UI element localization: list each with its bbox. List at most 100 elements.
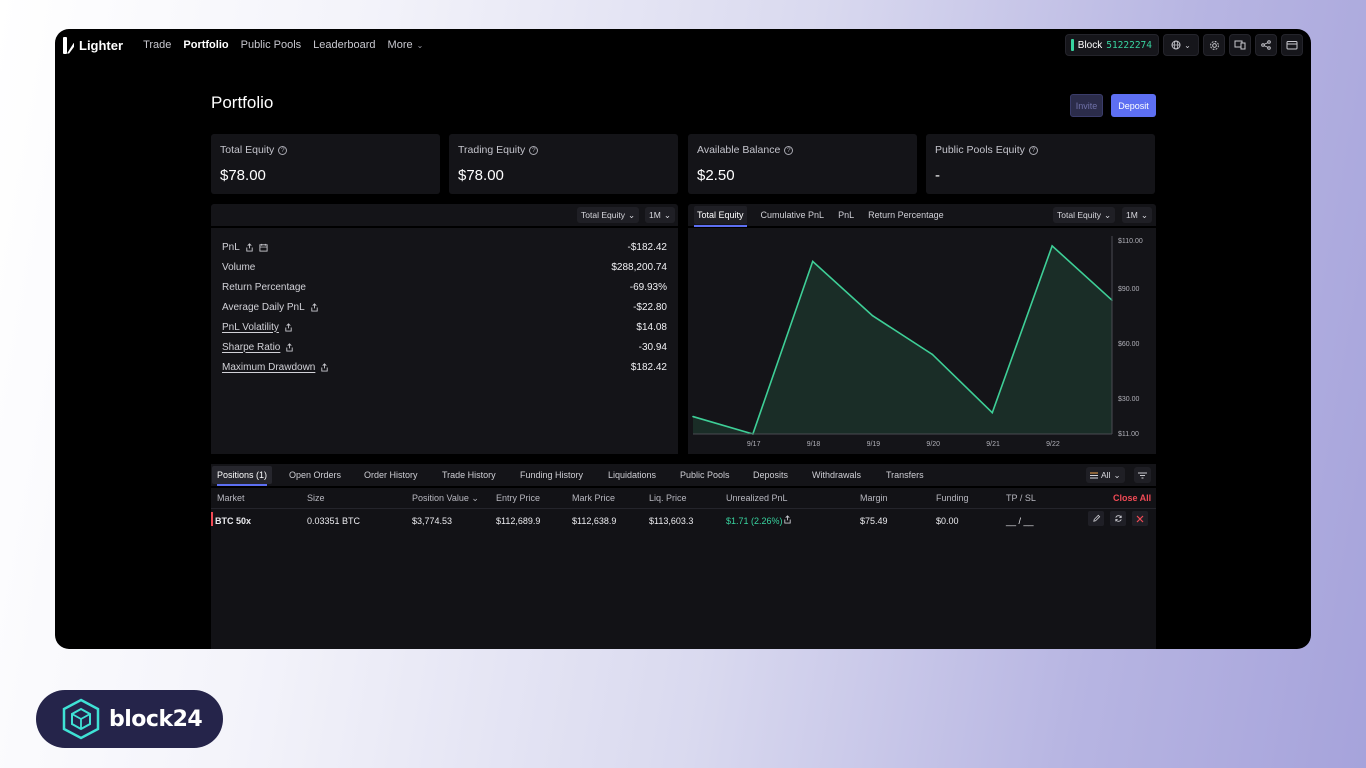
tab-positions[interactable]: Positions (1): [212, 466, 273, 486]
col-margin: Margin: [860, 493, 888, 503]
globe-icon: [1171, 40, 1181, 50]
tab-return-percentage[interactable]: Return Percentage: [868, 210, 944, 220]
help-icon[interactable]: ?: [278, 145, 288, 155]
tab-cumulative-pnl[interactable]: Cumulative PnL: [760, 210, 825, 220]
stat-label-text[interactable]: Sharpe Ratio: [222, 341, 281, 353]
stat-label-text: PnL: [222, 241, 240, 253]
help-icon[interactable]: ?: [1028, 145, 1038, 155]
y-tick-label: $60.00: [1118, 341, 1140, 348]
card-value: -: [935, 167, 940, 184]
share-icon[interactable]: [783, 515, 792, 524]
nav-links: Trade Portfolio Public Pools Leaderboard…: [143, 39, 423, 51]
card-total-equity: Total Equity? $78.00: [211, 134, 440, 194]
share-button[interactable]: [1255, 34, 1277, 56]
card-public-pools-equity: Public Pools Equity? -: [926, 134, 1155, 194]
x-tick-label: 9/20: [926, 441, 940, 448]
cell-position-value: $3,774.53: [412, 516, 453, 526]
help-icon[interactable]: ?: [529, 145, 539, 155]
cell-funding: $0.00: [936, 516, 959, 526]
stat-row-maximum-drawdown: Maximum Drawdown $182.42: [222, 360, 667, 374]
stats-panel-header: Total Equity ⌄ 1M ⌄: [211, 204, 678, 226]
settings-button[interactable]: [1203, 34, 1225, 56]
tab-funding-history[interactable]: Funding History: [520, 470, 584, 480]
share-icon[interactable]: [310, 302, 319, 312]
help-icon[interactable]: ?: [784, 145, 794, 155]
share-icon[interactable]: [320, 362, 329, 372]
brand-logo[interactable]: Lighter: [63, 36, 123, 54]
nav-trade[interactable]: Trade: [143, 39, 172, 51]
gear-icon: [1209, 40, 1219, 50]
tab-deposits[interactable]: Deposits: [753, 470, 789, 480]
chevron-down-icon: ⌄: [627, 209, 636, 220]
positions-filter-select[interactable]: All ⌄: [1086, 467, 1125, 483]
calendar-icon[interactable]: [259, 243, 268, 252]
tab-liquidations[interactable]: Liquidations: [608, 470, 657, 480]
stat-label-text[interactable]: Maximum Drawdown: [222, 361, 316, 373]
nav-leaderboard[interactable]: Leaderboard: [313, 39, 376, 51]
chevron-down-icon: ⌄: [1140, 209, 1148, 220]
share-icon[interactable]: [284, 322, 293, 332]
invite-button[interactable]: Invite: [1070, 94, 1103, 117]
tab-pnl[interactable]: PnL: [838, 210, 855, 220]
card-available-balance: Available Balance? $2.50: [688, 134, 917, 194]
nav-more-label: More: [387, 39, 413, 51]
stats-metric-select[interactable]: Total Equity ⌄: [577, 207, 640, 223]
card-title: Total Equity?: [220, 144, 288, 156]
block24-text: block24: [109, 706, 203, 732]
equity-area-fill: [693, 245, 1112, 434]
deposit-button[interactable]: Deposit: [1111, 94, 1156, 117]
stats-panel: PnL -$182.42 Volume $288,200.74 Return P…: [211, 228, 678, 454]
reverse-position-button[interactable]: [1110, 511, 1126, 526]
edit-tpsl-button[interactable]: [1088, 511, 1104, 526]
chart-range-select[interactable]: 1M ⌄: [1122, 207, 1152, 223]
devices-icon: [1234, 40, 1246, 50]
y-tick-label: $110.00: [1118, 238, 1143, 245]
nav-public-pools[interactable]: Public Pools: [240, 39, 302, 51]
cell-unrealized-pnl: $1.71 (2.26%): [726, 516, 783, 526]
cell-market[interactable]: BTC 50x: [215, 516, 252, 526]
devices-button[interactable]: [1229, 34, 1251, 56]
share-icon[interactable]: [285, 342, 294, 352]
tab-transfers[interactable]: Transfers: [886, 470, 924, 480]
nav-more[interactable]: More ⌄: [388, 39, 424, 51]
language-button[interactable]: ⌄: [1163, 34, 1199, 56]
stat-label: Average Daily PnL: [222, 302, 319, 313]
col-position-value[interactable]: Position Value ⌄: [412, 493, 479, 504]
nav-portfolio[interactable]: Portfolio: [183, 39, 229, 51]
equity-point-9/22: [1051, 245, 1053, 247]
wallet-button[interactable]: [1281, 34, 1303, 56]
stats-range-select[interactable]: 1M ⌄: [645, 207, 675, 223]
card-title-text: Total Equity: [220, 144, 275, 156]
stat-row-sharpe-ratio: Sharpe Ratio -30.94: [222, 340, 667, 354]
block-label: Block: [1077, 39, 1103, 51]
block-status-bar: [1070, 39, 1074, 51]
cell-entry-price: $112,689.9: [496, 516, 541, 526]
close-position-button[interactable]: [1132, 511, 1148, 526]
card-value: $2.50: [697, 167, 735, 184]
tab-withdrawals[interactable]: Withdrawals: [812, 470, 862, 480]
stat-value: -$22.80: [633, 301, 667, 313]
stat-value: $14.08: [636, 321, 667, 333]
tab-open-orders[interactable]: Open Orders: [289, 470, 342, 480]
card-value: $78.00: [458, 167, 504, 184]
close-all-button[interactable]: Close All: [1113, 493, 1152, 503]
share-icon[interactable]: [245, 242, 254, 252]
stat-row-volume: Volume $288,200.74: [222, 260, 667, 274]
filter-button[interactable]: [1134, 467, 1151, 483]
chart-panel-header: Total Equity Cumulative PnL PnL Return P…: [688, 204, 1156, 227]
stat-row-average-daily-pnl: Average Daily PnL -$22.80: [222, 300, 667, 314]
tab-public-pools[interactable]: Public Pools: [680, 470, 730, 480]
tab-trade-history[interactable]: Trade History: [442, 470, 496, 480]
stat-label: PnL Volatility: [222, 322, 293, 333]
tab-total-equity[interactable]: Total Equity: [694, 206, 747, 227]
stat-label-text[interactable]: PnL Volatility: [222, 321, 279, 333]
card-title: Available Balance?: [697, 144, 794, 156]
equity-point-9/19: [871, 314, 874, 317]
cell-mark-price: $112,638.9: [572, 516, 617, 526]
chevron-down-icon: ⌄: [416, 41, 424, 50]
chart-metric-select[interactable]: Total Equity ⌄: [1053, 207, 1116, 223]
list-icon: [1090, 472, 1098, 478]
tab-order-history[interactable]: Order History: [364, 470, 418, 480]
col-entry-price: Entry Price: [496, 493, 541, 503]
card-title-text: Available Balance: [697, 144, 781, 156]
